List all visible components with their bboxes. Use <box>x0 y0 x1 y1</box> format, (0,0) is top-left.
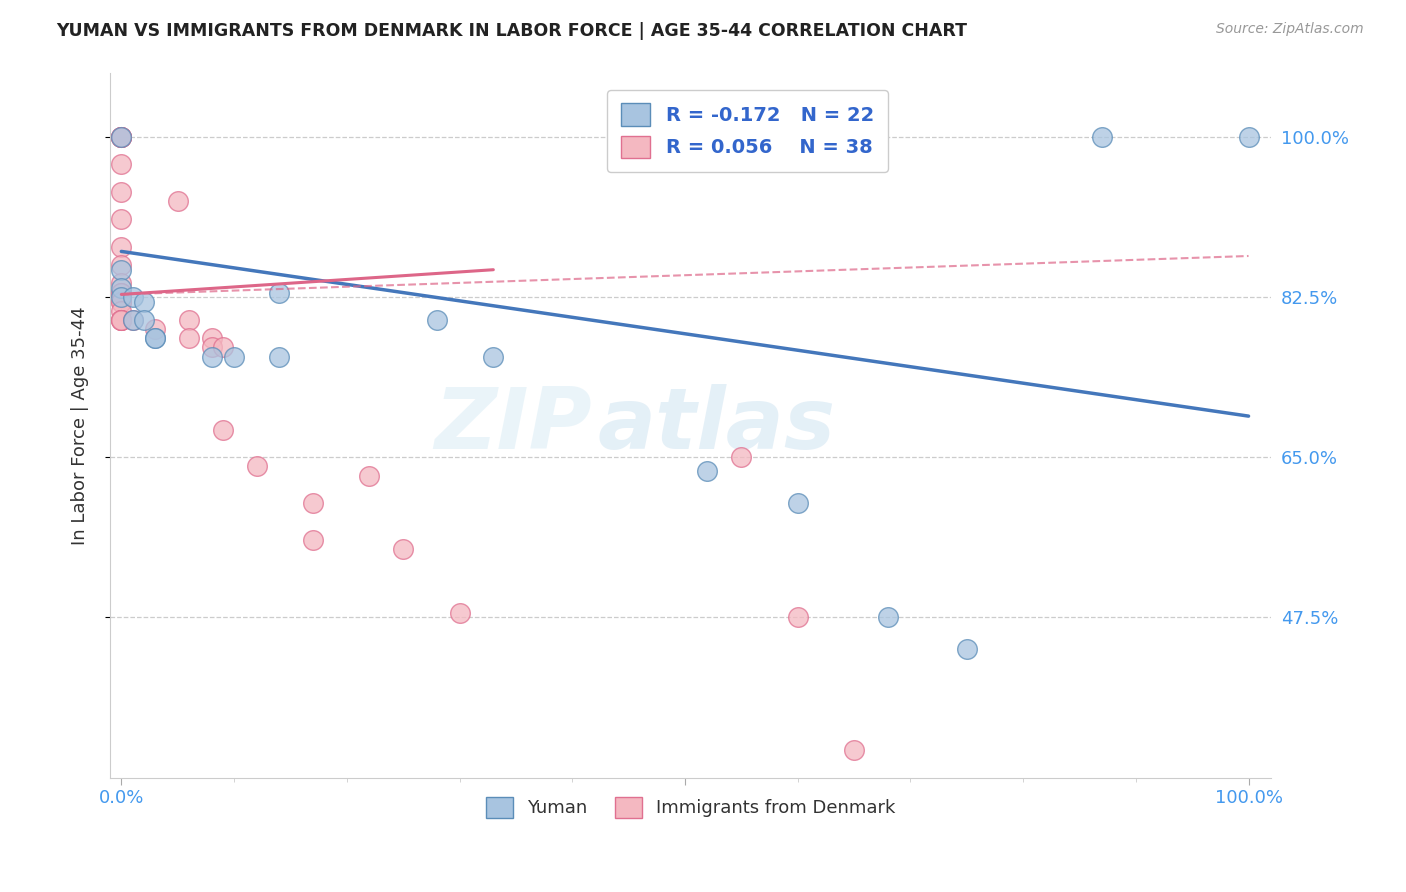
Point <box>200 331 222 345</box>
Point <box>222 350 245 364</box>
Point <box>359 468 381 483</box>
Point <box>110 294 132 309</box>
Point <box>110 130 132 145</box>
Point <box>110 130 132 145</box>
Point <box>121 290 143 304</box>
Point <box>246 459 269 474</box>
Point <box>876 610 898 624</box>
Point <box>482 350 505 364</box>
Text: YUMAN VS IMMIGRANTS FROM DENMARK IN LABOR FORCE | AGE 35-44 CORRELATION CHART: YUMAN VS IMMIGRANTS FROM DENMARK IN LABO… <box>56 22 967 40</box>
Point <box>110 262 132 277</box>
Point <box>110 130 132 145</box>
Point <box>143 322 166 336</box>
Point <box>426 313 449 327</box>
Point <box>392 541 415 556</box>
Point <box>143 331 166 345</box>
Point <box>110 313 132 327</box>
Point <box>121 313 143 327</box>
Point <box>200 350 222 364</box>
Point <box>302 496 325 510</box>
Point <box>110 313 132 327</box>
Point <box>110 294 132 309</box>
Point <box>110 130 132 145</box>
Point <box>696 464 718 478</box>
Point <box>166 194 188 208</box>
Point <box>110 290 132 304</box>
Point <box>110 285 132 300</box>
Point <box>110 240 132 254</box>
Point <box>177 331 200 345</box>
Point <box>269 350 291 364</box>
Point <box>110 285 132 300</box>
Point <box>211 341 233 355</box>
Point <box>211 423 233 437</box>
Point <box>110 304 132 318</box>
Point <box>786 496 808 510</box>
Point <box>110 313 132 327</box>
Text: Source: ZipAtlas.com: Source: ZipAtlas.com <box>1216 22 1364 37</box>
Point <box>121 313 143 327</box>
Text: atlas: atlas <box>598 384 835 467</box>
Point <box>302 533 325 547</box>
Point <box>956 642 979 657</box>
Point <box>110 313 132 327</box>
Point <box>110 130 132 145</box>
Point <box>132 294 155 309</box>
Y-axis label: In Labor Force | Age 35-44: In Labor Force | Age 35-44 <box>72 306 89 545</box>
Point <box>132 313 155 327</box>
Point <box>143 331 166 345</box>
Point <box>110 212 132 227</box>
Point <box>842 743 865 757</box>
Point <box>110 130 132 145</box>
Point <box>786 610 808 624</box>
Point <box>1237 130 1260 145</box>
Point <box>110 277 132 291</box>
Point <box>200 341 222 355</box>
Point <box>730 450 752 465</box>
Point <box>110 258 132 272</box>
Point <box>110 281 132 295</box>
Point <box>269 285 291 300</box>
Legend: Yuman, Immigrants from Denmark: Yuman, Immigrants from Denmark <box>478 789 903 825</box>
Point <box>1091 130 1114 145</box>
Text: ZIP: ZIP <box>434 384 592 467</box>
Point <box>177 313 200 327</box>
Point <box>449 606 471 620</box>
Point <box>110 185 132 199</box>
Point <box>110 157 132 171</box>
